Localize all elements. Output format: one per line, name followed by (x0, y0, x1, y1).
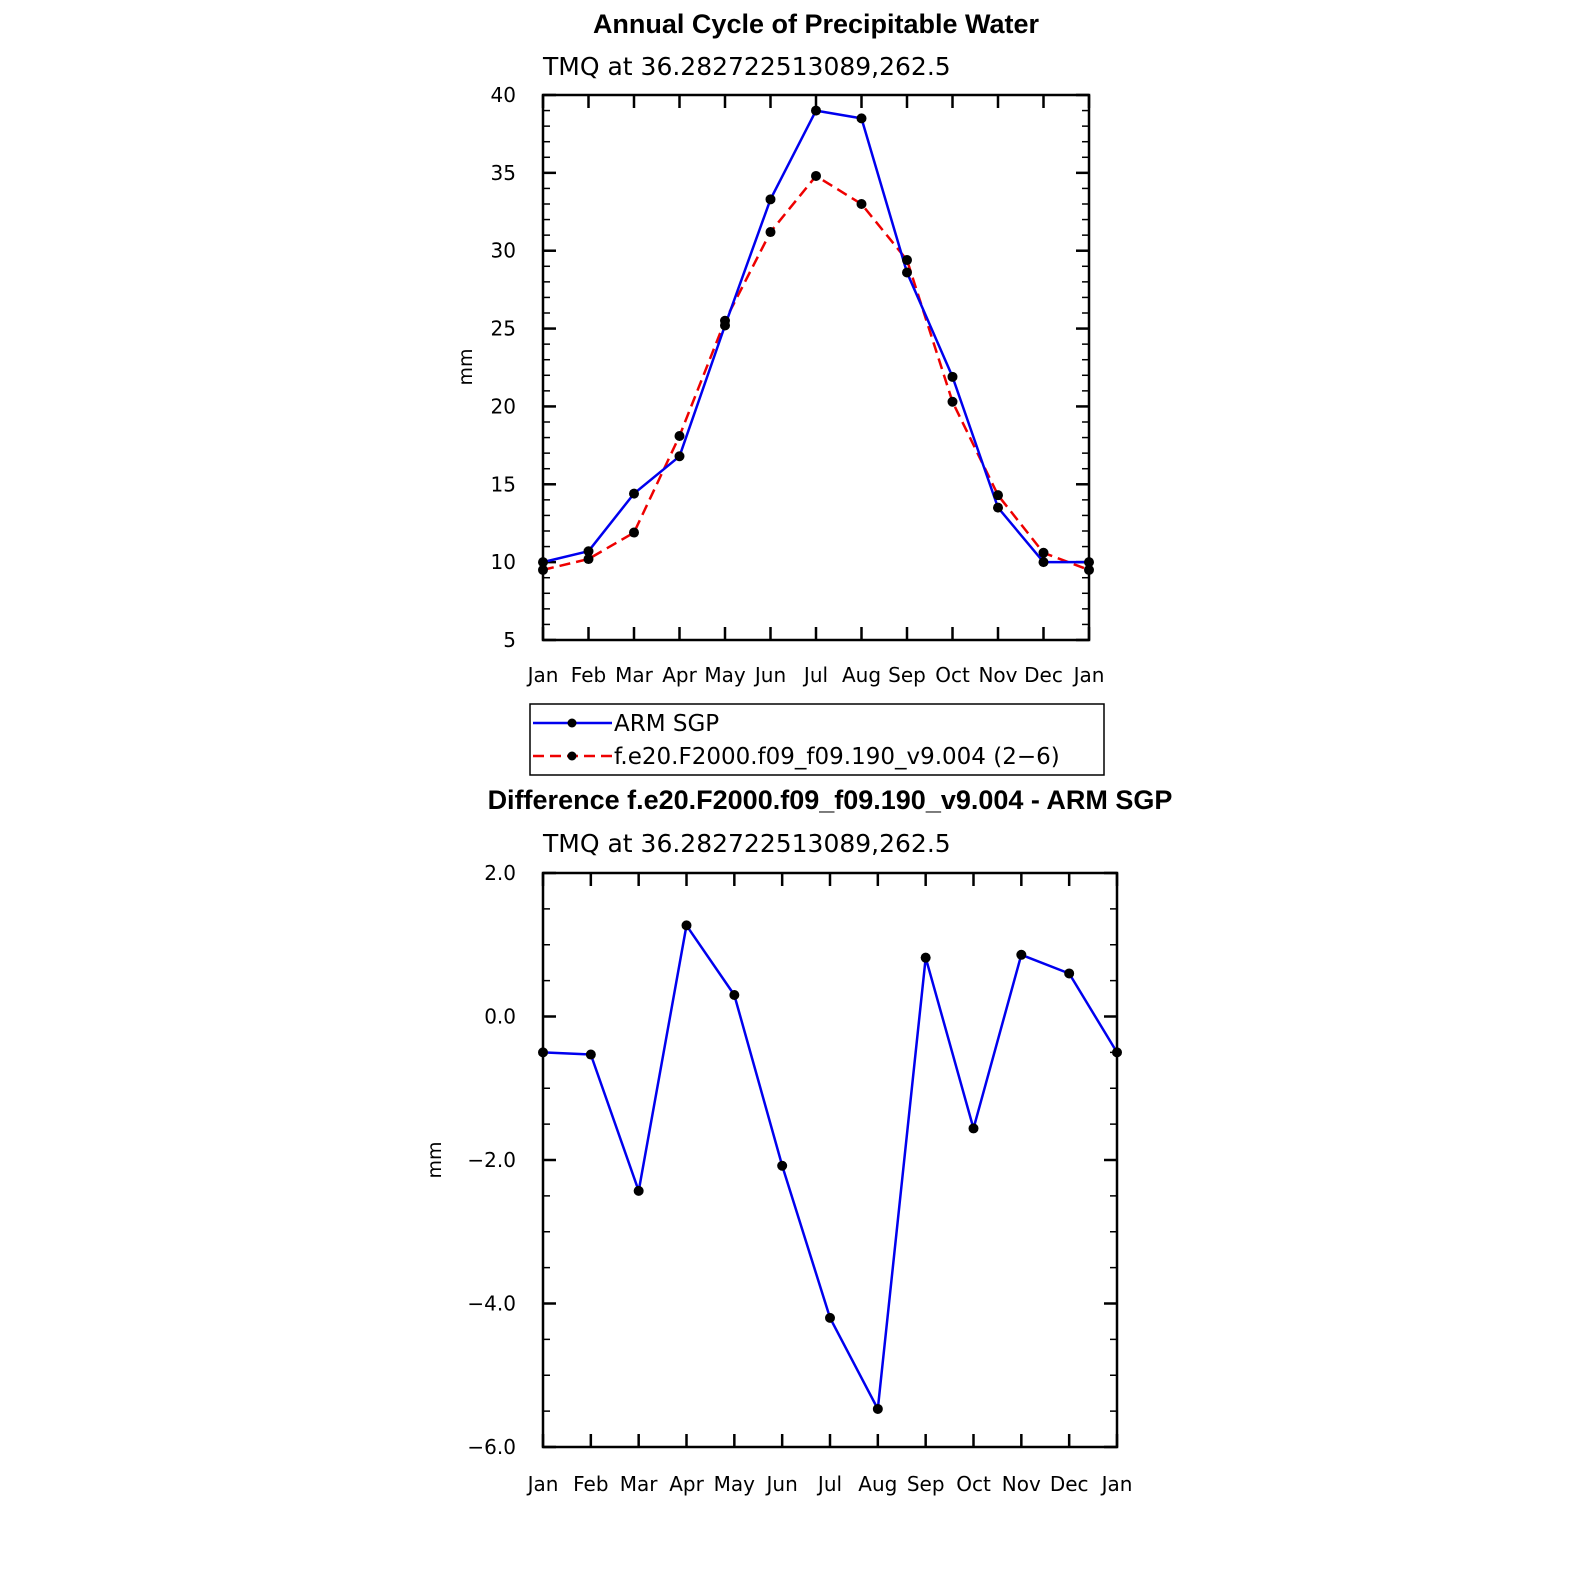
chart1-xtick-label: Apr (662, 663, 697, 687)
chart1-series-0-point (856, 113, 867, 124)
chart1-xtick-label: Mar (615, 663, 654, 687)
chart1-series-0-point (1038, 557, 1049, 568)
chart1-series-1-point (674, 431, 685, 442)
chart2-series-0-point (538, 1047, 548, 1058)
chart2-xtick-label: Feb (573, 1472, 608, 1496)
chart-difference: Difference f.e20.F2000.f09_f09.190_v9.00… (424, 785, 1172, 1496)
legend-marker-model (567, 751, 577, 761)
chart1-series (538, 105, 1094, 575)
chart2-ytick-label: −4.0 (467, 1292, 516, 1316)
chart2-series-0-point (1016, 949, 1027, 960)
chart1-series-0-point (583, 546, 594, 557)
chart2-xtick-label: May (714, 1472, 756, 1496)
chart1-xtick-label: Aug (842, 663, 881, 687)
chart2-xtick-label: Dec (1050, 1472, 1089, 1496)
chart1-xtick-label: Dec (1024, 663, 1063, 687)
chart2-series-0-point (681, 920, 692, 931)
chart1-xtick-label: Jun (753, 663, 786, 687)
chart1-series-0-point (993, 502, 1003, 513)
chart2-series-0-point (920, 952, 931, 963)
chart1-series-1-point (1084, 564, 1094, 575)
chart2-series-0-point (777, 1160, 788, 1171)
chart1-series-0-point (1084, 557, 1094, 568)
chart1-series-0-point (629, 488, 639, 499)
chart1-series-0-point (947, 371, 958, 382)
chart1-ytick-label: 10 (491, 550, 516, 574)
chart2-xtick-label: Jan (526, 1472, 559, 1496)
chart1-subtitle: TMQ at 36.282722513089,262.5 (542, 52, 951, 81)
legend-marker-arm-sgp (567, 718, 577, 728)
chart2-xtick-label: Jan (1100, 1472, 1133, 1496)
chart2-series (538, 920, 1122, 1414)
chart1-series-1-point (902, 255, 912, 266)
chart2-xtick-label: Jun (765, 1472, 798, 1496)
chart2-xtick-label: Apr (669, 1472, 704, 1496)
chart1-xtick-label: Oct (935, 663, 970, 687)
chart2-xtick-label: Sep (907, 1472, 945, 1496)
chart2-series-0-point (825, 1312, 835, 1323)
chart2-xtick-label: Oct (956, 1472, 991, 1496)
chart2-series-0-point (968, 1123, 979, 1134)
chart1-xtick-label: May (704, 663, 746, 687)
chart1-legend: ARM SGP f.e20.F2000.f09_f09.190_v9.004 (… (529, 703, 1105, 776)
chart1-series-0-point (902, 267, 912, 278)
chart1-title: Annual Cycle of Precipitable Water (593, 9, 1040, 39)
legend-label-model: f.e20.F2000.f09_f09.190_v9.004 (2−6) (614, 744, 1060, 770)
chart1-series-1-point (720, 315, 730, 326)
chart2-ytick-label: 0.0 (484, 1005, 516, 1029)
chart1-ylabel: mm (455, 348, 477, 385)
chart1-ytick-label: 20 (491, 394, 516, 418)
chart1-xtick-label: Sep (888, 663, 926, 687)
chart2-series-0-point (585, 1049, 596, 1060)
chart2-ytick-label: 2.0 (484, 861, 516, 885)
chart2-ytick-label: −6.0 (467, 1435, 516, 1459)
chart1-series-1-point (583, 554, 594, 565)
chart2-subtitle: TMQ at 36.282722513089,262.5 (542, 829, 951, 858)
chart-annual-cycle: Annual Cycle of Precipitable Water TMQ a… (455, 9, 1105, 776)
chart1-ytick-label: 5 (503, 628, 516, 652)
chart2-series-0-point (872, 1403, 883, 1414)
chart1-xtick-label: Feb (571, 663, 606, 687)
chart2-series-0-point (1112, 1047, 1122, 1058)
chart1-series-1-point (947, 396, 958, 407)
chart2-xtick-label: Nov (1002, 1472, 1041, 1496)
chart2-ytick-label: −2.0 (467, 1148, 516, 1172)
chart1-series-0-point (674, 451, 685, 462)
chart2-series-line-0 (542, 924, 1119, 1411)
chart1-axes: Jan Feb Mar Apr May Jun Jul Aug Sep Oct Nov Dec Jan 5… (491, 83, 1105, 687)
chart2-xtick-label: Mar (620, 1472, 659, 1496)
chart1-series-1-point (856, 199, 867, 209)
chart1-xtick-label: Nov (978, 663, 1017, 687)
chart2-ylabel: mm (424, 1141, 446, 1178)
chart1-series-1-point (538, 564, 548, 575)
chart2-xtick-label: Aug (858, 1472, 897, 1496)
chart1-xtick-label: Jan (526, 663, 559, 687)
chart1-xtick-label: Jan (1072, 663, 1105, 687)
chart1-ytick-label: 30 (491, 239, 516, 263)
chart1-series-line-1 (542, 174, 1090, 572)
chart1-ytick-label: 35 (491, 161, 516, 185)
chart1-series-1-point (993, 490, 1003, 501)
chart2-series-0-point (1064, 968, 1075, 979)
chart1-series-1-point (629, 527, 639, 538)
chart1-xtick-label: Jul (802, 663, 828, 687)
chart2-title: Difference f.e20.F2000.f09_f09.190_v9.00… (488, 785, 1173, 815)
legend-label-arm-sgp: ARM SGP (614, 711, 719, 737)
chart1-ytick-label: 15 (491, 472, 516, 496)
chart1-series-0-point (811, 105, 821, 116)
chart1-series-0-point (765, 194, 776, 205)
chart2-series-0-point (633, 1185, 644, 1196)
chart1-series-1-point (1038, 547, 1049, 558)
chart2-series-0-point (729, 989, 740, 1000)
chart1-series-0-point (538, 557, 548, 568)
chart2-axes: Jan Feb Mar Apr May Jun Jul Aug Sep Oct Nov Dec Jan−… (467, 861, 1132, 1496)
chart1-series-1-point (811, 170, 821, 181)
legend-box (529, 703, 1105, 776)
chart2-xtick-label: Jul (816, 1472, 842, 1496)
chart1-series-1-point (765, 227, 776, 238)
chart1-ytick-label: 25 (491, 317, 516, 341)
chart1-ytick-label: 40 (491, 83, 516, 107)
